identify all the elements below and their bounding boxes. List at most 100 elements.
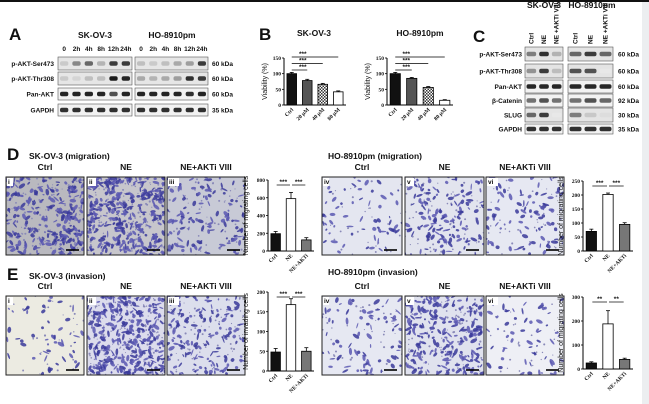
stained-cell: [112, 217, 117, 222]
stained-cell: [449, 350, 453, 358]
pore-dot: [415, 363, 417, 365]
stained-cell: [395, 309, 401, 315]
stained-cell: [151, 212, 156, 216]
stained-cell: [140, 227, 144, 234]
pore-dot: [499, 370, 502, 373]
pore-dot: [214, 319, 217, 322]
pore-dot: [46, 363, 49, 365]
stained-cell: [524, 226, 530, 230]
pore-dot: [115, 313, 118, 316]
stained-cell: [56, 183, 59, 186]
stained-cell: [540, 302, 544, 306]
stained-cell: [126, 234, 129, 238]
pore-dot: [139, 215, 142, 218]
pore-dot: [152, 362, 155, 364]
stained-cell: [464, 369, 468, 375]
stained-cell: [104, 308, 108, 312]
stained-cell: [438, 240, 440, 243]
c-lane-label: NE: [541, 34, 548, 44]
stained-cell: [411, 230, 415, 237]
stained-cell: [329, 219, 334, 225]
stained-cell: [100, 252, 103, 255]
a-timepoint-label: 0: [62, 46, 66, 53]
stained-cell: [152, 308, 158, 312]
pore-dot: [535, 351, 538, 353]
stained-cell: [68, 195, 72, 198]
stained-cell: [134, 358, 140, 361]
stained-cell: [550, 240, 559, 244]
pore-dot: [333, 238, 336, 241]
stained-cell: [405, 315, 409, 319]
image-numeral: v: [407, 179, 411, 186]
pore-dot: [79, 213, 81, 216]
pore-dot: [127, 199, 130, 202]
stained-cell: [185, 339, 190, 345]
pore-dot: [553, 338, 556, 340]
stained-cell: [93, 350, 97, 358]
stained-cell: [457, 299, 462, 302]
e-title-skov3: SK-OV-3 (invasion): [29, 271, 106, 281]
micrograph-border: [5, 176, 85, 256]
pore-dot: [89, 373, 92, 375]
a-timepoint-label: 2h: [149, 46, 157, 53]
stained-cell: [478, 311, 482, 316]
stained-cell: [161, 213, 165, 217]
stained-cell: [139, 186, 142, 193]
stained-cell: [131, 349, 137, 354]
stained-cell: [203, 195, 205, 198]
pore-dot: [395, 310, 397, 313]
stained-cell: [549, 338, 555, 345]
pore-dot: [223, 201, 226, 203]
pore-dot: [157, 183, 160, 186]
pore-dot: [543, 212, 545, 215]
pore-dot: [233, 309, 235, 311]
stained-cell: [105, 199, 108, 203]
stained-cell: [141, 367, 145, 371]
stained-cell: [55, 235, 59, 239]
stained-cell: [119, 298, 125, 304]
stained-cell: [10, 192, 16, 197]
stained-cell: [204, 178, 208, 181]
stained-cell: [195, 308, 201, 312]
stained-cell: [358, 197, 364, 201]
stained-cell: [102, 214, 108, 217]
stained-cell: [74, 194, 80, 198]
a-blot-strip: [134, 56, 209, 71]
stained-cell: [128, 368, 132, 372]
stained-cell: [418, 356, 423, 361]
stained-cell: [146, 224, 152, 228]
stained-cell: [207, 229, 211, 234]
image-column-title: NE: [439, 281, 451, 291]
stained-cell: [31, 232, 36, 234]
pore-dot: [38, 198, 41, 202]
stained-cell: [473, 317, 476, 323]
pore-dot: [7, 199, 9, 202]
a-timepoint-label: 12h: [108, 46, 119, 53]
pore-dot: [229, 190, 232, 192]
a-blot-band: [161, 91, 170, 97]
stained-cell: [427, 178, 432, 184]
pore-dot: [359, 310, 362, 313]
pore-dot: [102, 317, 104, 319]
stained-cell: [437, 364, 441, 367]
a-row-label: Pan-AKT: [27, 91, 54, 98]
stained-cell: [44, 354, 48, 362]
pore-dot: [73, 241, 77, 245]
stained-cell: [536, 344, 538, 347]
stained-cell: [227, 212, 230, 217]
pore-dot: [193, 321, 195, 323]
pore-dot: [489, 225, 492, 227]
stained-cell: [125, 346, 131, 351]
stained-cell: [87, 313, 90, 316]
stained-cell: [170, 307, 176, 314]
stained-cell: [112, 296, 115, 304]
stained-cell: [432, 186, 437, 191]
stained-cell: [118, 177, 120, 180]
stained-cell: [527, 340, 530, 343]
pore-dot: [400, 212, 402, 214]
stained-cell: [137, 233, 140, 236]
stained-cell: [330, 240, 338, 244]
pore-dot: [201, 333, 204, 336]
stained-cell: [550, 208, 555, 213]
pore-dot: [333, 355, 336, 358]
